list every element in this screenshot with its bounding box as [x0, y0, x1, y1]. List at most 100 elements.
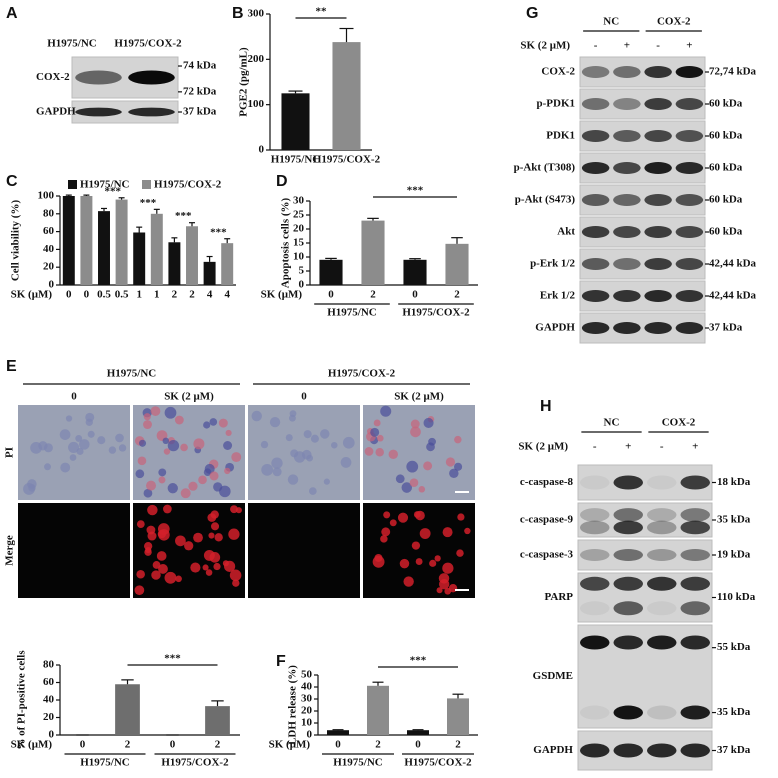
cell [175, 535, 186, 547]
cell [150, 406, 161, 416]
y-tick-label: 30 [301, 693, 313, 705]
cell [228, 528, 240, 540]
bar [203, 261, 216, 285]
cell [164, 406, 177, 419]
band [680, 549, 710, 561]
protein-label: GAPDH [36, 106, 76, 118]
size-label: 37 kDa [717, 744, 751, 756]
x-tick-label: 1 [154, 289, 160, 301]
band [613, 98, 641, 110]
size-label: 37 kDa [183, 106, 217, 118]
cell [210, 522, 220, 531]
cell [75, 434, 83, 442]
bar [281, 93, 310, 150]
cell [342, 436, 355, 449]
cell [69, 454, 77, 461]
y-tick-label: 300 [248, 8, 265, 20]
y-tick-label: 40 [43, 694, 55, 706]
protein-label: p-Akt (T308) [514, 162, 576, 174]
cell [188, 481, 198, 491]
cell [209, 418, 218, 426]
significance: *** [210, 226, 227, 238]
band [644, 290, 672, 302]
bar [327, 730, 349, 735]
cell [340, 457, 352, 468]
band [613, 743, 643, 758]
x-tick-label: 4 [224, 289, 230, 301]
y-tick-label: 200 [248, 53, 265, 65]
cell [152, 561, 161, 569]
band [613, 66, 641, 78]
protein-label: c-caspase-3 [520, 549, 574, 561]
condition-label: 0 [301, 391, 307, 403]
x-tick-label: H1975/COX-2 [313, 154, 381, 166]
cell [271, 457, 283, 469]
cell [158, 468, 167, 477]
band [680, 508, 710, 522]
band [581, 194, 610, 206]
size-label: 35 kDa [717, 514, 751, 526]
band [675, 194, 704, 206]
condition-label: SK (2 μM) [164, 391, 214, 403]
panel-label: C [6, 173, 18, 190]
panel-label: D [276, 173, 288, 190]
x-tick-label: 0.5 [97, 289, 111, 301]
cell [222, 560, 229, 567]
y-tick-label: 30 [293, 195, 305, 207]
cell [193, 438, 205, 450]
y-tick-label: 0 [259, 144, 265, 156]
size-label: 60 kDa [709, 194, 743, 206]
cell [136, 569, 145, 579]
size-label: 18 kDa [717, 476, 751, 488]
protein-label: PARP [544, 591, 573, 603]
band [644, 66, 672, 78]
cell [28, 484, 36, 492]
cell [44, 463, 51, 471]
cell [145, 546, 152, 554]
band [613, 194, 641, 206]
cell [143, 420, 152, 429]
y-tick-label: 0 [49, 279, 55, 291]
y-tick-label: 20 [43, 711, 55, 723]
band [647, 508, 677, 522]
cell [135, 469, 145, 479]
legend-swatch [68, 180, 77, 189]
y-tick-label: 0 [49, 729, 55, 741]
treatment-label: SK (2 μM) [518, 441, 568, 453]
band [647, 549, 677, 561]
protein-label: GAPDH [535, 322, 575, 334]
cell [167, 483, 178, 494]
cell [203, 549, 215, 561]
cell [224, 467, 231, 475]
cell [158, 564, 168, 574]
size-label: 72 kDa [183, 85, 217, 97]
legend-label: H1975/NC [80, 179, 130, 191]
cell [442, 562, 454, 574]
y-tick-label: 25 [293, 209, 305, 221]
size-label: 60 kDa [709, 98, 743, 110]
cell [136, 520, 145, 529]
cell [180, 488, 191, 499]
cell [210, 510, 219, 519]
cell [423, 461, 433, 471]
protein-label: GAPDH [533, 744, 573, 756]
cell [230, 505, 238, 514]
cell [439, 579, 450, 590]
cell [364, 447, 374, 456]
cell [409, 478, 419, 488]
cell [134, 585, 145, 596]
x-tick-label: 2 [375, 739, 381, 751]
cell [453, 462, 463, 471]
x-axis-label: SK (μM) [261, 289, 303, 301]
cell [163, 504, 172, 514]
bar [445, 243, 469, 285]
band [644, 130, 672, 142]
cell [213, 482, 223, 492]
legend-label: H1975/COX-2 [154, 179, 222, 191]
micrograph [248, 503, 360, 598]
band [613, 322, 641, 334]
band [580, 705, 610, 720]
bar [186, 226, 198, 285]
cell [193, 532, 203, 543]
